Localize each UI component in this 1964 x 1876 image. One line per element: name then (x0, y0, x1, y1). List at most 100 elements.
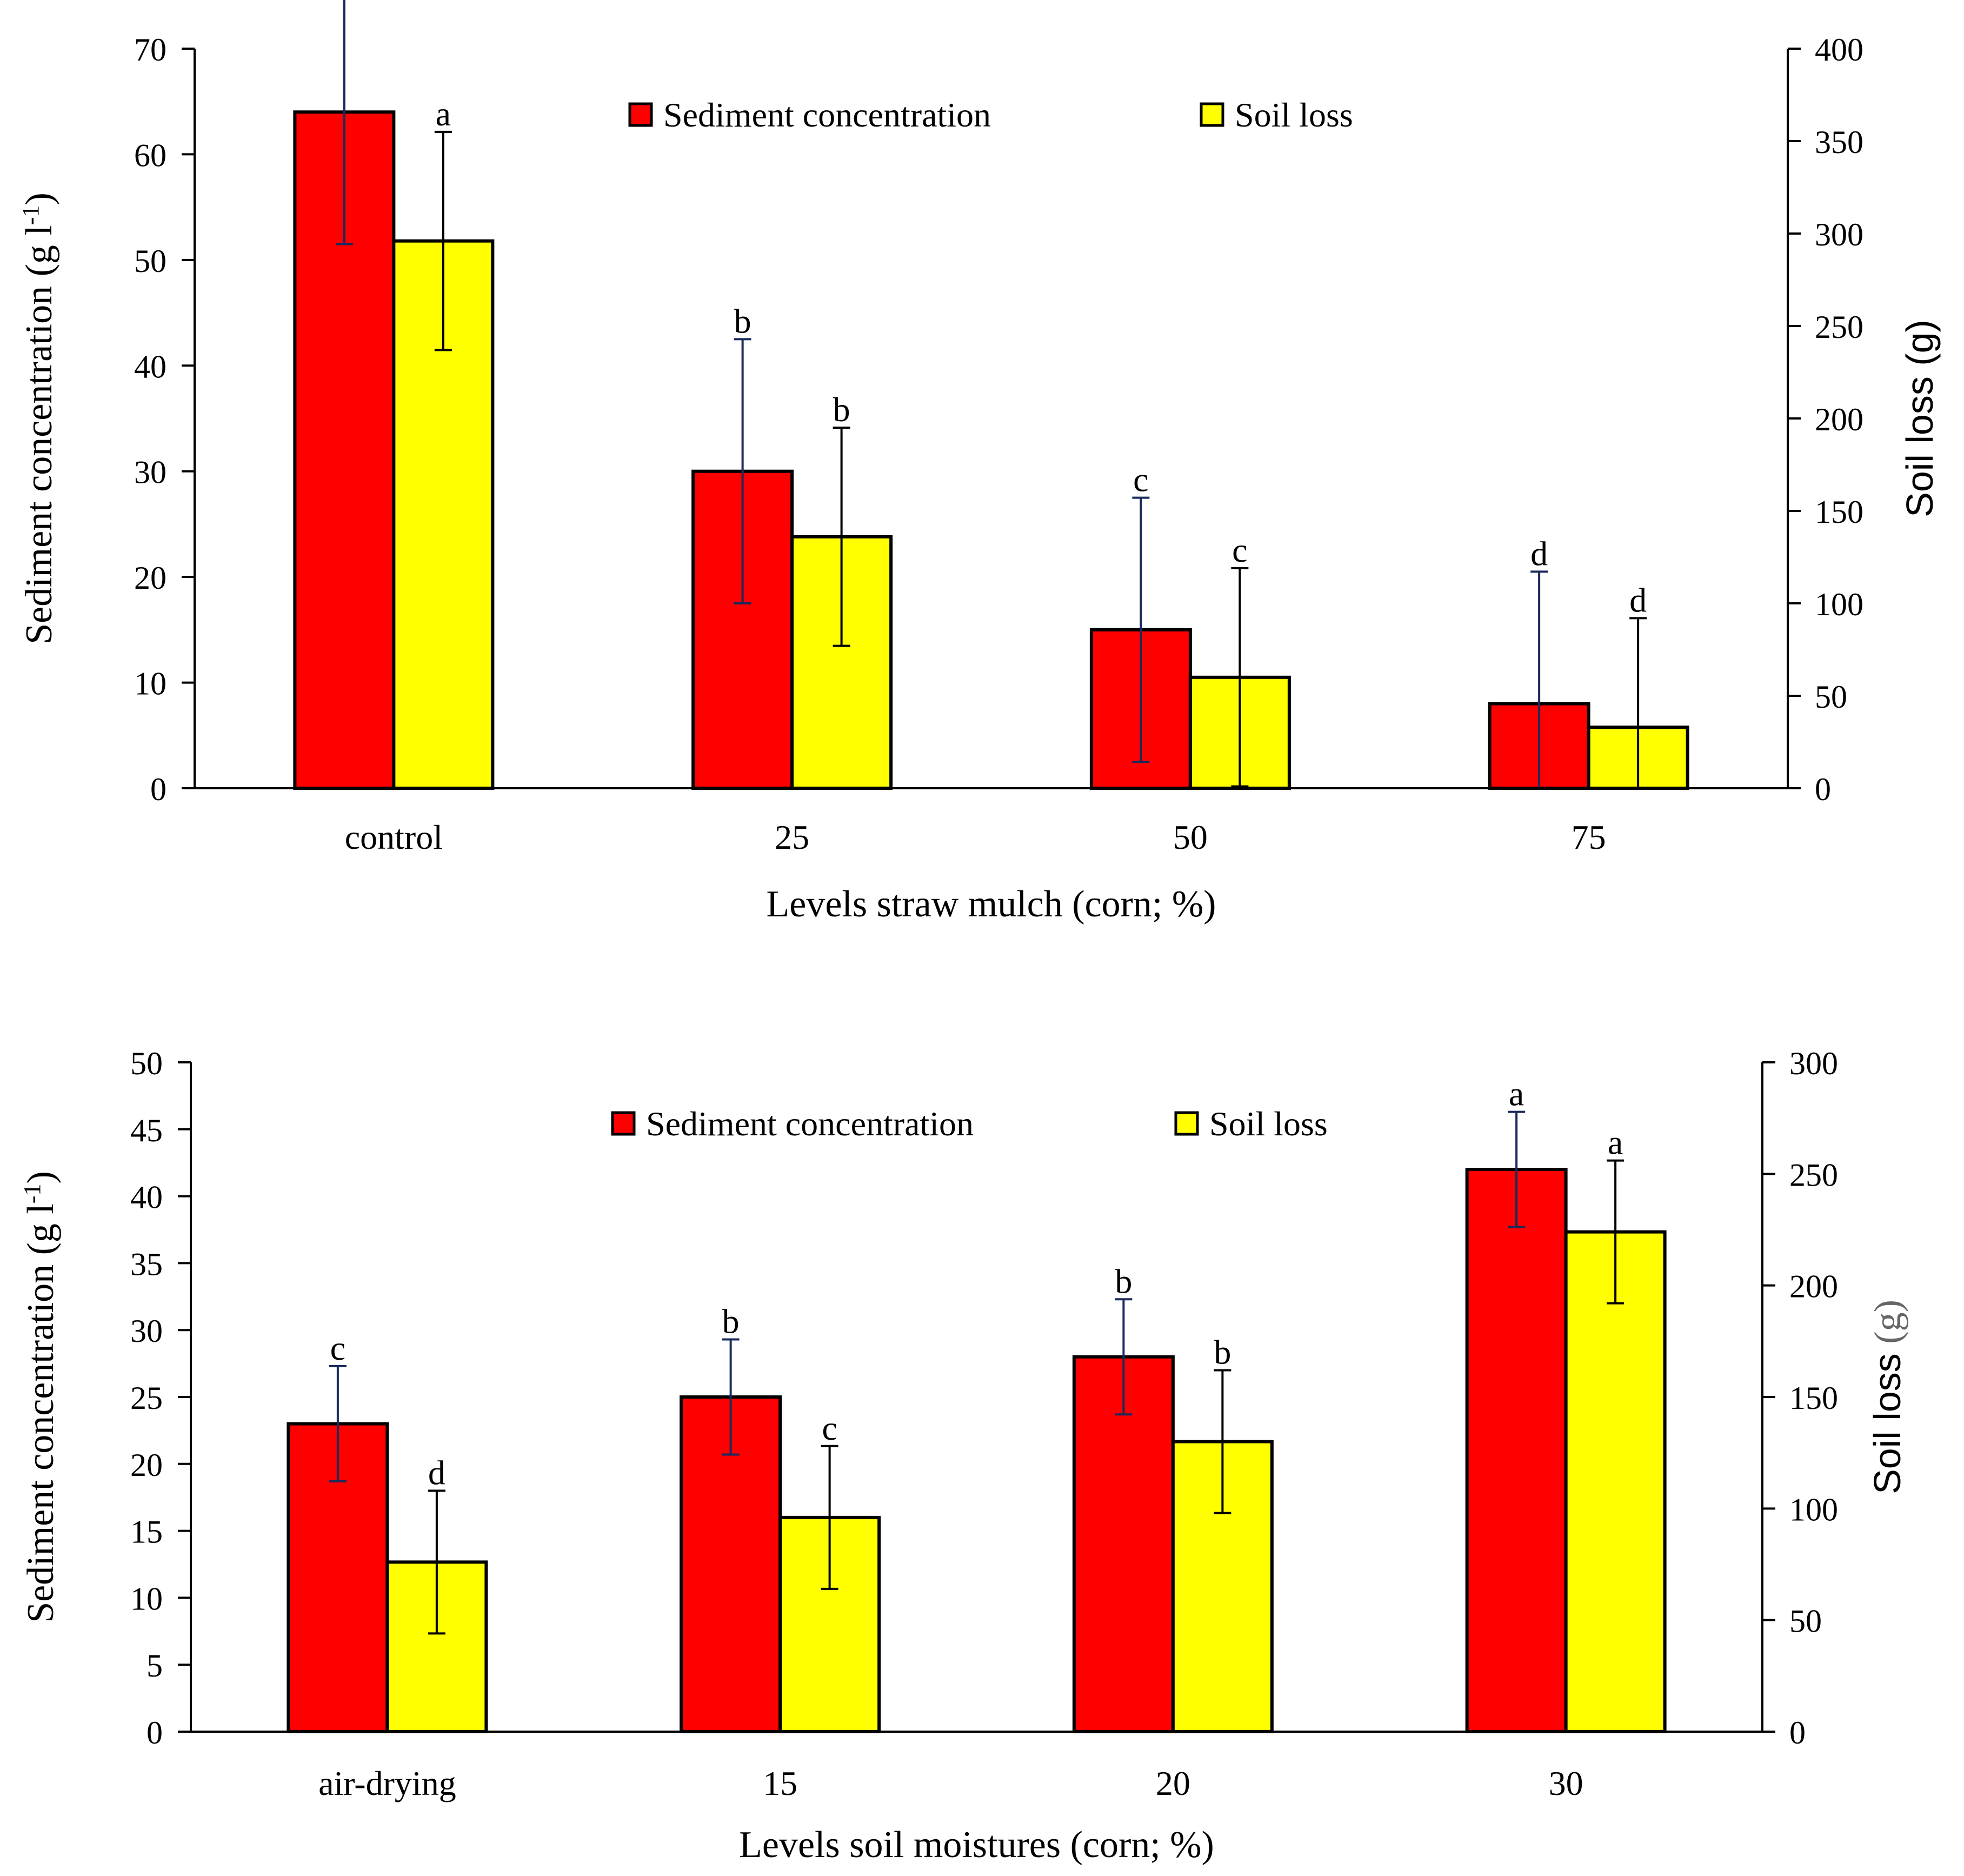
left-y-axis-title: Sediment concentration (g l-1) (17, 192, 60, 644)
right-y-tick-label-6: 300 (1789, 1046, 1838, 1081)
right-y-tick-label-3: 150 (1815, 494, 1863, 530)
right-y-tick-label-2: 100 (1789, 1492, 1838, 1527)
legend-soil-loss-label: Soil loss (1209, 1105, 1328, 1143)
soil-loss-error-bar-3 (1629, 617, 1647, 788)
soil-loss-error-bar-0 (434, 130, 452, 351)
right-y-tick-label-5: 250 (1789, 1157, 1838, 1193)
left-y-tick-label-4: 20 (130, 1447, 163, 1483)
left-y-tick-label-2: 20 (134, 560, 167, 596)
sediment-error-bar-3 (1508, 1110, 1526, 1228)
soil-loss-letter-3: d (1629, 581, 1647, 619)
legend-soil-loss-swatch (1200, 102, 1224, 127)
sediment-error-bar-0 (329, 1365, 347, 1482)
soil-loss-error-bar-0 (428, 1489, 445, 1635)
x-tick-label-0: control (345, 818, 443, 856)
x-tick-label-1: 15 (763, 1764, 797, 1802)
right-y-axis-title-text: Soil loss (1866, 1353, 1908, 1494)
x-axis-title: Levels straw mulch (corn; %) (767, 883, 1216, 925)
left-y-tick-label-3: 30 (134, 455, 167, 490)
chart-soil-moisture: cdair-dryingbc15bb20aa300510152025303540… (19, 1046, 1909, 1866)
x-tick-label-1: 25 (775, 818, 809, 856)
x-tick-label-2: 50 (1173, 818, 1208, 856)
soil-loss-error-bar-3 (1607, 1159, 1625, 1305)
soil-loss-letter-0: d (428, 1453, 445, 1492)
legend-sediment-label: Sediment concentration (663, 96, 991, 134)
sediment-error-bar-2 (1115, 1298, 1133, 1416)
right-y-tick-label-3: 150 (1789, 1380, 1838, 1416)
right-y-tick-label-7: 350 (1815, 124, 1863, 160)
right-y-tick-label-0: 0 (1789, 1715, 1806, 1751)
left-y-tick-label-0: 0 (150, 771, 167, 807)
x-tick-label-0: air-drying (318, 1764, 456, 1802)
chart-straw-mulch: aacontrolbb25cc50dd750102030405060700501… (17, 0, 1941, 925)
soil-loss-letter-1: c (822, 1409, 837, 1447)
right-y-tick-label-1: 50 (1815, 679, 1847, 715)
soil-loss-letter-3: a (1608, 1123, 1623, 1162)
x-tick-label-3: 75 (1572, 818, 1606, 856)
left-y-tick-label-3: 15 (130, 1514, 163, 1550)
soil-loss-letter-2: b (1214, 1333, 1231, 1371)
soil-loss-error-bar-1 (833, 427, 850, 647)
left-y-tick-label-2: 10 (130, 1581, 163, 1616)
sediment-bar-3 (1465, 1168, 1568, 1734)
x-tick-label-2: 20 (1156, 1764, 1190, 1802)
left-y-tick-label-4: 40 (134, 349, 167, 384)
legend-soil-loss-swatch (1174, 1111, 1199, 1136)
soil-loss-letter-2: c (1232, 531, 1247, 569)
x-tick-label-3: 30 (1549, 1764, 1583, 1802)
right-y-tick-label-6: 300 (1815, 217, 1863, 252)
soil-loss-error-bar-2 (1214, 1369, 1231, 1514)
left-y-axis-title-text: Sediment concentration (g l (18, 225, 60, 644)
legend-sediment-swatch (611, 1111, 636, 1136)
left-y-tick-label-9: 45 (130, 1113, 163, 1148)
soil-loss-error-bar-2 (1231, 567, 1249, 788)
right-y-tick-label-4: 200 (1789, 1269, 1838, 1305)
left-y-axis-title-text: Sediment concentration (g l (20, 1203, 62, 1623)
sediment-error-bar-1 (722, 1338, 740, 1456)
right-y-tick-label-0: 0 (1815, 771, 1831, 807)
x-axis-title: Levels soil moistures (corn; %) (739, 1824, 1214, 1866)
right-y-tick-label-5: 250 (1815, 309, 1863, 345)
sediment-letter-1: b (722, 1302, 740, 1341)
left-y-tick-label-1: 5 (147, 1648, 163, 1684)
left-y-tick-label-1: 10 (134, 666, 167, 702)
left-y-tick-label-6: 30 (130, 1313, 163, 1349)
right-y-axis-title-unit: (g) (1867, 1300, 1909, 1353)
left-y-tick-label-6: 60 (134, 137, 167, 173)
legend-sediment-label: Sediment concentration (646, 1105, 974, 1143)
left-y-tick-label-8: 40 (130, 1180, 163, 1215)
left-y-tick-label-5: 50 (134, 243, 167, 279)
sediment-error-bar-3 (1530, 570, 1548, 788)
soil-loss-bar-3 (1564, 1230, 1667, 1734)
sediment-letter-3: d (1530, 534, 1548, 573)
left-y-axis-title-close: ) (20, 1171, 62, 1183)
sediment-error-bar-1 (734, 338, 751, 604)
right-y-tick-label-1: 50 (1789, 1604, 1822, 1639)
right-y-tick-label-2: 100 (1815, 587, 1863, 622)
sediment-letter-3: a (1509, 1075, 1524, 1113)
legend-sediment-swatch (628, 102, 653, 127)
right-y-tick-label-4: 200 (1815, 402, 1863, 437)
left-y-tick-label-7: 70 (134, 32, 167, 68)
sediment-letter-2: c (1133, 461, 1148, 499)
sediment-error-bar-0 (335, 0, 353, 245)
right-y-axis-title-text: Soil loss (g) (1899, 320, 1941, 517)
sediment-letter-1: b (734, 302, 751, 340)
left-y-axis-title-close: ) (18, 192, 60, 205)
soil-loss-letter-0: a (436, 95, 451, 133)
right-y-axis-title: Soil loss (g) (1866, 1300, 1909, 1494)
legend: Sediment concentration Soil loss (611, 1105, 1328, 1143)
left-y-tick-label-0: 0 (147, 1715, 163, 1751)
left-y-axis-title: Sediment concentration (g l-1) (19, 1171, 62, 1623)
legend: Sediment concentration Soil loss (628, 96, 1353, 134)
sediment-letter-2: b (1115, 1262, 1132, 1300)
soil-loss-letter-1: b (833, 390, 850, 429)
soil-loss-error-bar-1 (821, 1445, 838, 1590)
left-y-tick-label-10: 50 (130, 1046, 163, 1081)
right-y-axis-title: Soil loss (g) (1899, 320, 1941, 517)
left-y-axis-title-superscript: -1 (19, 1184, 45, 1204)
right-y-tick-label-8: 400 (1815, 32, 1863, 68)
legend-soil-loss-label: Soil loss (1235, 96, 1353, 134)
left-y-axis-title-superscript: -1 (17, 205, 44, 225)
